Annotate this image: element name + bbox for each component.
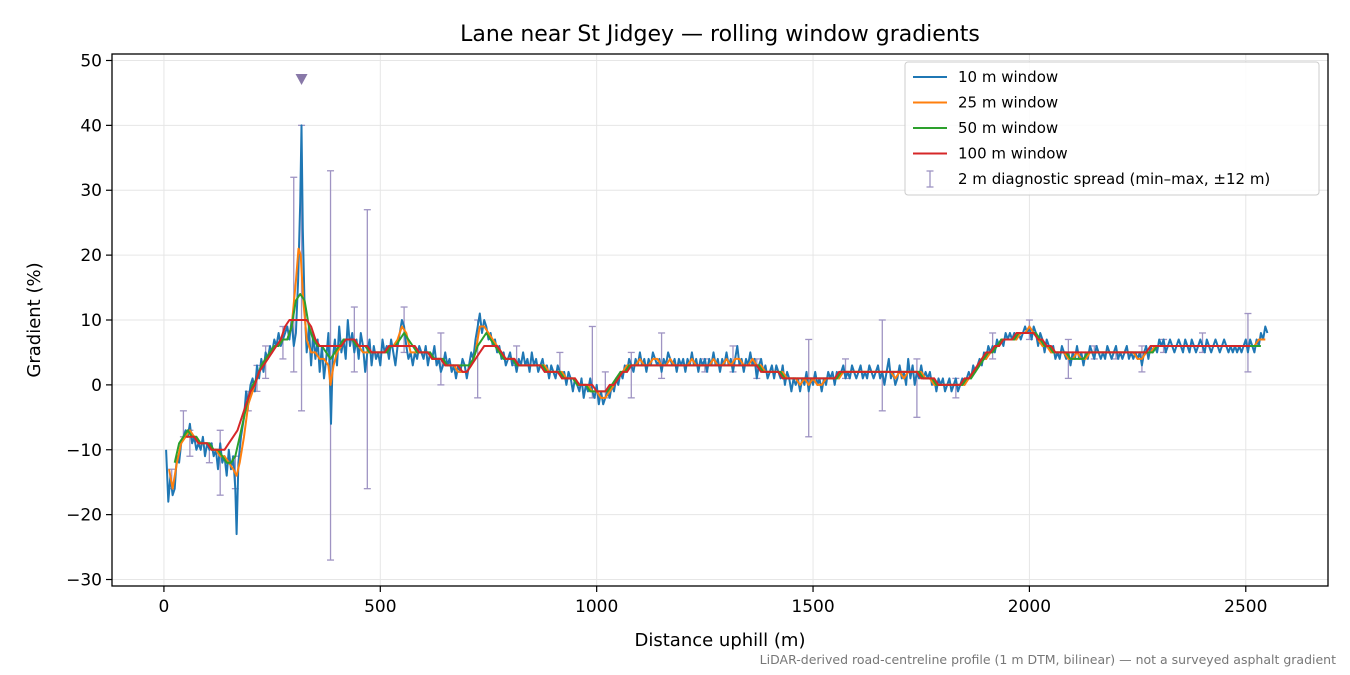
- series-lines: [165, 124, 1269, 536]
- legend-errorbar-swatch: [926, 170, 934, 188]
- y-tick-label: 20: [80, 246, 102, 266]
- y-tick-label: 0: [91, 376, 102, 396]
- chart-title: Lane near St Jidgey — rolling window gra…: [460, 22, 980, 47]
- legend: 10 m window 25 m window 50 m window 100 m w…: [904, 61, 1320, 196]
- legend-box: [904, 61, 1320, 196]
- legend-label: 10 m window: [958, 68, 1058, 86]
- y-axis-label: Gradient (%): [24, 262, 45, 377]
- y-tick-label: −30: [66, 571, 102, 591]
- peak-marker: [295, 73, 308, 85]
- peak-marker-group: [295, 73, 308, 85]
- legend-label: 50 m window: [958, 119, 1058, 137]
- legend-label: 25 m window: [958, 94, 1058, 112]
- y-tick-label: 50: [80, 51, 102, 71]
- axis-ticks: 0 500 1000 1500 2000 2500 −30 −20 −10 0 10 20 30 40 50: [66, 51, 1267, 617]
- x-tick-label: 1000: [575, 597, 618, 617]
- legend-label: 100 m window: [958, 145, 1068, 163]
- x-tick-label: 2000: [1008, 597, 1051, 617]
- y-tick-label: 30: [80, 181, 102, 201]
- y-tick-label: −10: [66, 441, 102, 461]
- legend-label: 2 m diagnostic spread (min–max, ±12 m): [958, 170, 1270, 188]
- error-bar: [878, 319, 886, 412]
- x-tick-label: 2500: [1224, 597, 1267, 617]
- error-bar: [216, 429, 224, 496]
- error-bar: [913, 358, 921, 418]
- error-bar: [1244, 312, 1252, 373]
- x-tick-label: 1500: [791, 597, 834, 617]
- footnote: LiDAR-derived road-centreline profile (1…: [760, 652, 1336, 667]
- error-bar: [327, 170, 335, 561]
- y-tick-label: 40: [80, 116, 102, 136]
- error-bar: [627, 351, 635, 399]
- x-tick-label: 500: [364, 597, 396, 617]
- y-tick-label: −20: [66, 506, 102, 526]
- x-tick-label: 0: [159, 597, 170, 617]
- y-tick-label: 10: [80, 311, 102, 331]
- series-line: [185, 319, 1251, 451]
- x-axis-label: Distance uphill (m): [635, 630, 806, 651]
- grid: [112, 54, 1328, 586]
